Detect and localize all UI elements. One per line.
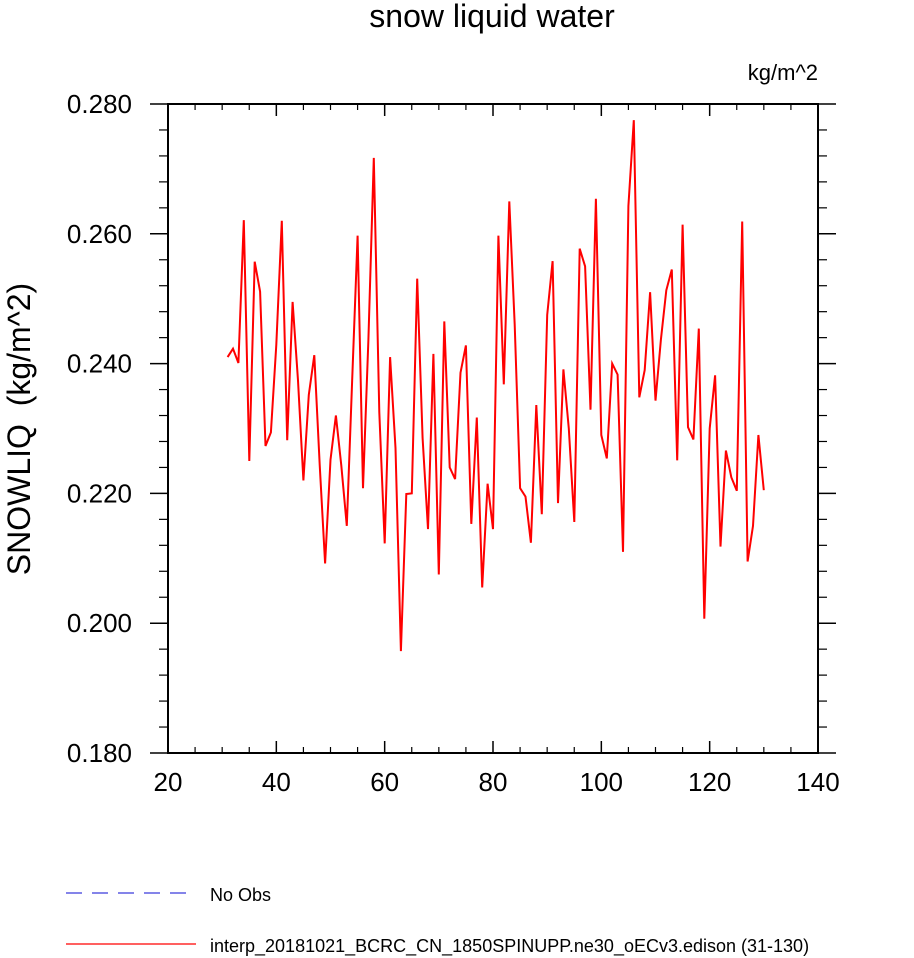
y-tick-label: 0.280 [67, 89, 132, 119]
y-tick-label: 0.220 [67, 478, 132, 508]
x-tick-label: 100 [580, 767, 623, 797]
y-tick-label: 0.260 [67, 219, 132, 249]
legend-label-model: interp_20181021_BCRC_CN_1850SPINUPP.ne30… [210, 936, 809, 957]
x-tick-label: 140 [796, 767, 839, 797]
x-tick-label: 60 [370, 767, 399, 797]
y-tick-label: 0.240 [67, 349, 132, 379]
plot-area: 20 40 60 80 100 120 140 0.180 0.200 0.220 0.240 0.2… [67, 89, 840, 797]
y-axis-label: SNOWLIQ (kg/m^2) [1, 283, 37, 575]
x-tick-label: 120 [688, 767, 731, 797]
units-label: kg/m^2 [748, 60, 818, 85]
x-tick-label: 20 [154, 767, 183, 797]
chart-title: snow liquid water [369, 0, 615, 34]
legend: No Obs interp_20181021_BCRC_CN_1850SPINU… [66, 885, 809, 957]
x-tick-label: 40 [262, 767, 291, 797]
x-tick-label: 80 [479, 767, 508, 797]
legend-label-no-obs: No Obs [210, 885, 271, 905]
series-line [226, 120, 765, 652]
y-tick-label: 0.180 [67, 738, 132, 768]
y-tick-label: 0.200 [67, 608, 132, 638]
